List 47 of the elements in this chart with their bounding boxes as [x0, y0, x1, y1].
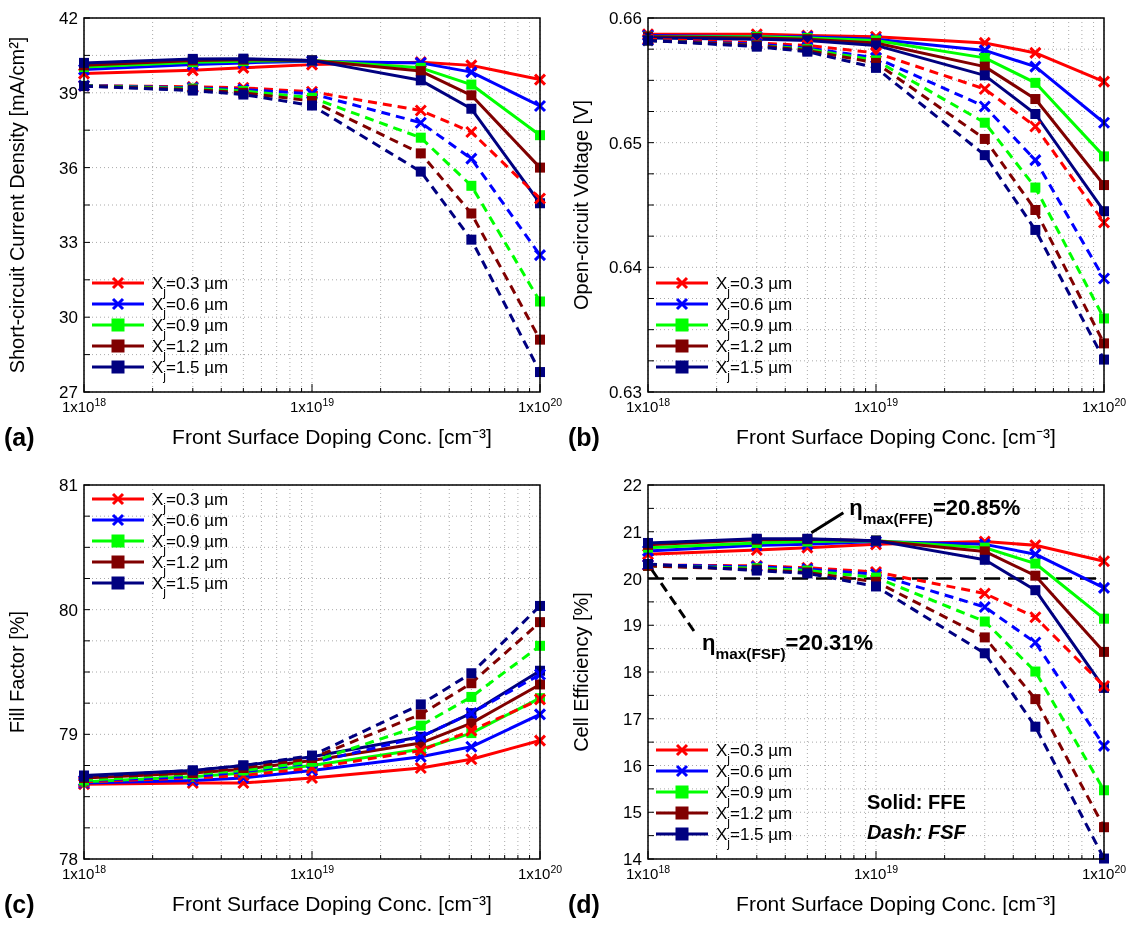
x-tick-label: 1x10$^{20}$: [1081, 396, 1127, 415]
y-tick-label: 79: [59, 725, 78, 745]
y-tick-label: 0.63: [608, 383, 642, 402]
annotation: Dash: FSF: [866, 821, 967, 843]
y-tick-label: 0.64: [608, 258, 642, 278]
x-tick-label: 1x10$^{20}$: [1081, 863, 1127, 882]
y-tick-label: 20: [623, 569, 642, 589]
y-tick-label: 30: [59, 308, 78, 328]
x-tick-label: 1x10$^{20}$: [517, 396, 563, 415]
y-tick-label: 39: [59, 83, 78, 103]
y-tick-label: 14: [623, 850, 642, 869]
x-axis-title: Front Surface Doping Conc. [cm⁻³]: [172, 425, 492, 448]
x-tick-label: 1x10$^{19}$: [853, 863, 899, 882]
y-tick-label: 36: [59, 158, 78, 178]
annotation: Solid: FFE: [866, 791, 966, 813]
y-tick-label: 78: [59, 850, 78, 869]
x-tick-label: 1x10$^{19}$: [289, 863, 335, 882]
y-axis-title: Fill Factor [%]: [6, 610, 28, 734]
y-tick-label: 15: [623, 803, 642, 823]
x-tick-label: 1x10$^{20}$: [517, 863, 563, 882]
x-axis-title: Front Surface Doping Conc. [cm⁻³]: [736, 425, 1056, 448]
text: (a): [4, 423, 35, 451]
y-tick-label: 16: [623, 756, 642, 776]
text: (b): [568, 423, 600, 451]
x-axis-title: Front Surface Doping Conc. [cm⁻³]: [172, 892, 492, 915]
y-axis-title: Short-circuit Current Density [mA/cm²]: [6, 36, 28, 374]
y-tick-label: 33: [59, 233, 78, 253]
y-tick-label: 18: [623, 663, 642, 682]
text: (d): [568, 890, 600, 918]
annotation: η$_{max(FFE)}$=20.85%: [849, 494, 1021, 527]
y-tick-label: 19: [623, 616, 642, 636]
y-tick-label: 42: [59, 9, 78, 28]
y-tick-label: 0.66: [608, 9, 642, 28]
y-tick-label: 80: [59, 600, 78, 620]
y-tick-label: 21: [623, 522, 642, 542]
y-tick-label: 81: [59, 476, 78, 495]
y-tick-label: 17: [623, 709, 642, 729]
y-axis-title: Open-circuit Voltage [V]: [570, 99, 592, 311]
x-tick-label: 1x10$^{19}$: [853, 396, 899, 415]
x-axis-title: Front Surface Doping Conc. [cm⁻³]: [736, 892, 1056, 915]
y-tick-label: 27: [59, 383, 78, 402]
text: (c): [4, 890, 35, 918]
annotation: η$_{max(FSF)}$=20.31%: [702, 630, 874, 662]
x-tick-label: 1x10$^{19}$: [289, 396, 335, 415]
y-tick-label: 0.65: [608, 133, 642, 153]
y-axis-title: Cell Efficiency [%]: [570, 592, 592, 752]
y-tick-label: 22: [623, 476, 642, 495]
